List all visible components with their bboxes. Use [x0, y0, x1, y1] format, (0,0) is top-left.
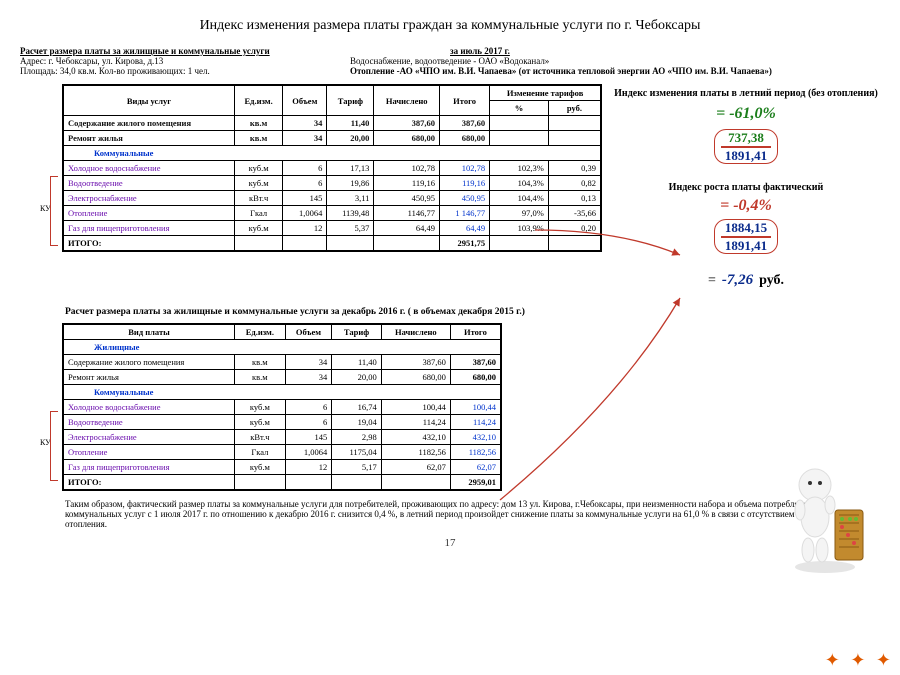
th-pct: %: [490, 101, 549, 116]
table-row: Содержание жилого помещениякв.м34 11,403…: [63, 116, 601, 131]
corner-deco-icon: ✦ ✦ ✦: [825, 650, 894, 671]
frac2-top: 1884,15: [721, 220, 771, 238]
table-row: Водоотведениекуб.м6 19,04114,24114,24: [63, 415, 501, 430]
mascot-figure: [780, 455, 870, 575]
page-number: 17: [20, 537, 880, 549]
table-row: Содержание жилого помещениякв.м34 11,403…: [63, 355, 501, 370]
fraction-2: 1884,15 1891,41: [714, 219, 778, 254]
frac1-top: 737,38: [721, 130, 771, 148]
address: Адрес: г. Чебоксары, ул. Кирова, д.13: [20, 56, 320, 66]
heat-supply: Отопление -АО «ЧПО им. В.И. Чапаева» (от…: [350, 66, 880, 76]
th2-service: Вид платы: [63, 324, 235, 340]
table-dec-2016: Вид платы Ед.изм. Объем Тариф Начислено …: [62, 323, 502, 491]
th-unit: Ед.изм.: [235, 85, 283, 116]
index-actual-title: Индекс роста платы фактический: [612, 182, 880, 193]
mid-title: Расчет размера платы за жилищные и комму…: [65, 307, 880, 317]
th2-total: Итого: [450, 324, 501, 340]
th-vol: Объем: [283, 85, 327, 116]
subtitle-period: за июль 2017 г.: [450, 46, 880, 56]
table-row: Газ для пищеприготовлениякуб.м12 5,1762,…: [63, 460, 501, 475]
table-row: Ремонт жильякв.м34 20,00680,00680,00: [63, 370, 501, 385]
frac1-btm: 1891,41: [721, 148, 771, 164]
table-row: ОтоплениеГкал1,0064 1175,041182,561182,5…: [63, 445, 501, 460]
total-row: ИТОГО: 2959,01: [63, 475, 501, 491]
table-row: Водоотведениекуб.м6 19,86119,16119,16 10…: [63, 176, 601, 191]
table-july-2017: Виды услуг Ед.изм. Объем Тариф Начислено…: [62, 84, 602, 252]
table-row: Холодное водоснабжениекуб.м6 16,74100,44…: [63, 400, 501, 415]
th-tariff: Тариф: [327, 85, 374, 116]
index-actual-value: = -0,4%: [612, 197, 880, 215]
table-row: Холодное водоснабжениекуб.м6 17,13102,78…: [63, 161, 601, 176]
th-change: Изменение тарифов: [490, 85, 601, 101]
index-summer-title: Индекс изменения платы в летний период (…: [612, 88, 880, 99]
diff-value: -7,26: [722, 272, 753, 289]
th2-tariff: Тариф: [332, 324, 381, 340]
area-info: Площадь: 34,0 кв.м. Кол-во проживающих: …: [20, 66, 320, 76]
table-row: ОтоплениеГкал1,0064 1139,481146,771 146,…: [63, 206, 601, 221]
index-summer-value: = -61,0%: [612, 105, 880, 123]
th-service: Виды услуг: [63, 85, 235, 116]
table-row: Ремонт жильякв.м34 20,00680,00680,00: [63, 131, 601, 146]
table-row: ЭлектроснабжениекВт.ч145 3,11450,95450,9…: [63, 191, 601, 206]
table-row: Газ для пищеприготовлениякуб.м12 5,3764,…: [63, 221, 601, 236]
fraction-1: 737,38 1891,41: [714, 129, 778, 164]
subtitle-label: Расчет размера платы за жилищные и комму…: [20, 46, 320, 56]
diff-eq: =: [708, 273, 716, 289]
water-supply: Водоснабжение, водоотведение - ОАО «Водо…: [350, 56, 880, 66]
conclusion-text: Таким образом, фактический размер платы …: [65, 499, 860, 529]
th-rub: руб.: [548, 101, 601, 116]
th-total: Итого: [439, 85, 489, 116]
table-row: ЭлектроснабжениекВт.ч145 2,98432,10432,1…: [63, 430, 501, 445]
th2-vol: Объем: [285, 324, 332, 340]
th2-charged: Начислено: [381, 324, 450, 340]
frac2-btm: 1891,41: [721, 238, 771, 254]
diff-unit: руб.: [759, 273, 784, 289]
page-title: Индекс изменения размера платы граждан з…: [20, 18, 880, 34]
total-row: ИТОГО: 2951,75: [63, 236, 601, 252]
th-charged: Начислено: [374, 85, 440, 116]
th2-unit: Ед.изм.: [235, 324, 286, 340]
